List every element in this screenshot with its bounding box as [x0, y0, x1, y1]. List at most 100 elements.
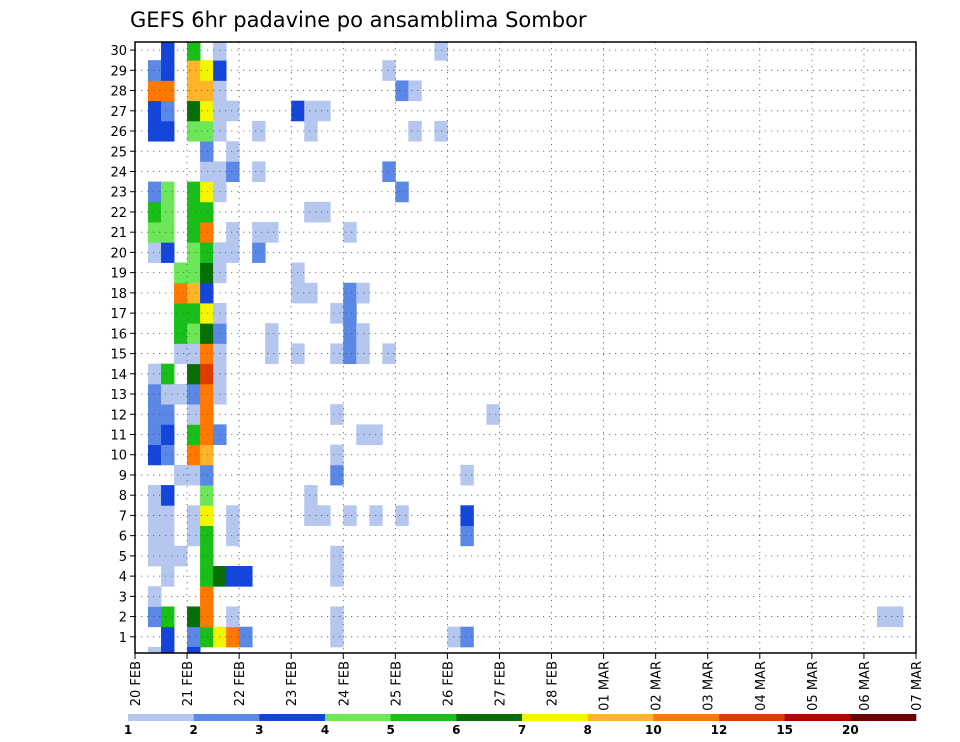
heatmap-cell [187, 262, 201, 284]
y-tick-label: 4 [119, 570, 127, 585]
x-tick-label: 07 MAR [910, 661, 925, 711]
heatmap-cell [187, 505, 201, 526]
heatmap-cell [148, 383, 162, 405]
heatmap-cell [161, 485, 175, 506]
y-tick-label: 12 [110, 408, 127, 423]
colorbar-segment [522, 714, 588, 721]
colorbar-segment [653, 714, 720, 721]
heatmap-cell [161, 424, 175, 446]
heatmap-cell [200, 363, 214, 385]
y-tick-label: 5 [119, 550, 127, 565]
heatmap-cell [330, 444, 344, 466]
x-tick-label: 23 FEB [285, 661, 300, 706]
heatmap-cell [876, 606, 891, 628]
heatmap-cell [916, 424, 929, 445]
heatmap-cell [174, 323, 188, 344]
heatmap-cell [408, 120, 422, 142]
heatmap-cell [304, 505, 318, 526]
heatmap-cell [174, 262, 188, 284]
heatmap-cell [265, 343, 279, 365]
heatmap-cell [161, 120, 175, 142]
colorbar-segment [259, 714, 326, 721]
heatmap-cell [382, 343, 396, 365]
heatmap-cell [161, 606, 175, 628]
heatmap-cell [330, 464, 344, 486]
colorbar-segment [719, 714, 785, 721]
heatmap-cell [200, 383, 214, 405]
heatmap-cell [148, 545, 162, 567]
heatmap-cell [161, 222, 175, 243]
heatmap-cell [265, 323, 279, 344]
heatmap-cell [148, 525, 162, 547]
heatmap-cell [395, 505, 409, 526]
heatmap-cell [187, 383, 201, 405]
x-tick-label: 25 FEB [389, 661, 404, 706]
x-tick-label: 26 FEB [441, 661, 456, 706]
heatmap-cell [200, 545, 214, 567]
heatmap-cell [148, 100, 162, 122]
x-tick-label: 20 FEB [129, 661, 144, 706]
heatmap-cell [955, 384, 960, 405]
y-tick-label: 11 [110, 428, 127, 443]
heatmap-cell [187, 363, 201, 385]
chart-title: GEFS 6hr padavine po ansamblima Sombor [130, 8, 587, 32]
heatmap-cell [317, 201, 331, 223]
y-tick-label: 18 [110, 287, 127, 302]
colorbar-segment [390, 714, 457, 721]
heatmap-cell [200, 262, 214, 284]
heatmap-cell [330, 343, 344, 365]
heatmap-cell [486, 404, 500, 425]
heatmap-cell [200, 404, 214, 425]
heatmap-cell [200, 80, 214, 102]
y-tick-label: 20 [110, 246, 127, 261]
colorbar-label: 2 [189, 723, 197, 737]
heatmap-cell [200, 444, 214, 466]
heatmap-cell [356, 343, 370, 365]
colorbar-label: 10 [645, 723, 662, 737]
colorbar-segment [784, 714, 851, 721]
x-tick-label: 04 MAR [754, 661, 769, 711]
heatmap-cell [200, 626, 214, 648]
y-tick-label: 9 [119, 469, 127, 484]
heatmap-cell [187, 201, 201, 223]
heatmap-cell [148, 586, 162, 607]
heatmap-cell [148, 181, 162, 203]
heatmap-cell [226, 525, 240, 547]
heatmap-cell [343, 343, 357, 365]
heatmap-cell [460, 464, 474, 486]
heatmap-cell [161, 363, 175, 385]
y-tick-label: 27 [110, 105, 127, 120]
heatmap-cell [317, 505, 331, 526]
y-tick-label: 1 [119, 631, 127, 646]
heatmap-cell [408, 80, 422, 102]
y-tick-label: 8 [119, 489, 127, 504]
heatmap-cell [955, 606, 960, 627]
heatmap-cell [955, 505, 960, 526]
heatmap-cell [330, 626, 344, 648]
grid-lines [134, 42, 917, 653]
colorbar-label: 15 [776, 723, 793, 737]
heatmap-cell [356, 282, 370, 304]
heatmap-cell [252, 120, 266, 142]
heatmap-cell [174, 464, 188, 486]
heatmap-cell [304, 282, 318, 304]
heatmap-cell [226, 566, 240, 587]
heatmap-cell [148, 646, 162, 653]
heatmap-cell [161, 525, 175, 547]
heatmap-cell [161, 60, 175, 81]
y-tick-label: 30 [110, 44, 127, 59]
colorbar: 1 2 3 4 5 6 7 8 10 12 15 20 [124, 714, 917, 737]
heatmap-cell [161, 201, 175, 223]
colorbar-segment [456, 714, 523, 721]
heatmap-cell [148, 201, 162, 223]
heatmap-cell [187, 181, 201, 203]
colorbar-segment [587, 714, 654, 721]
heatmap-cell [889, 606, 904, 628]
y-tick-label: 15 [110, 348, 127, 363]
heatmap-cell [174, 343, 188, 365]
heatmap-cell [187, 302, 201, 324]
heatmap-cell [226, 141, 240, 162]
heatmap-cell [200, 525, 214, 547]
y-tick-label: 16 [110, 327, 127, 342]
heatmap-cell [174, 282, 188, 304]
